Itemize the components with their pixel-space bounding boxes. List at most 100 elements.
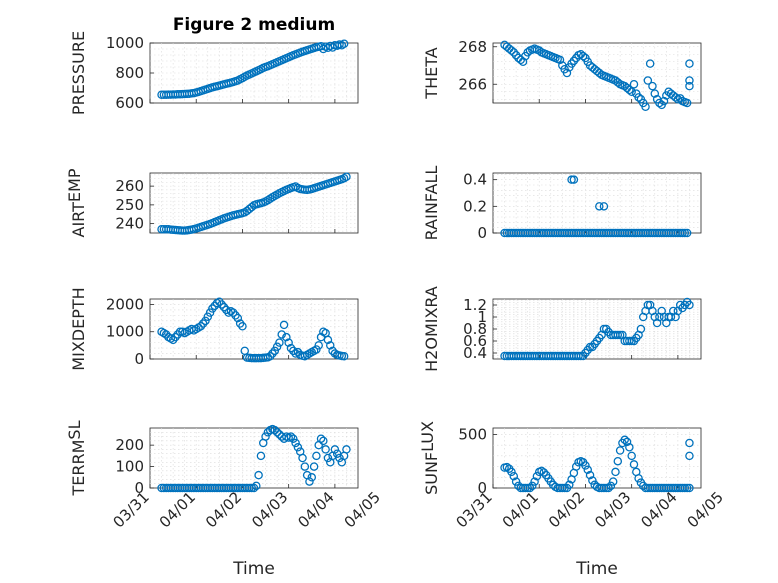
data-point — [601, 483, 611, 493]
data-point — [256, 451, 266, 461]
data-point — [615, 330, 625, 340]
data-point — [608, 477, 618, 486]
data-point — [595, 68, 604, 78]
data-point — [171, 332, 180, 342]
y-tick-label: 800 — [115, 64, 144, 82]
y-tick-label: 250 — [115, 196, 144, 214]
data-point — [319, 436, 328, 446]
y-tick-label: 0 — [477, 224, 487, 242]
data-point — [678, 228, 687, 238]
data-point — [291, 182, 300, 191]
data-point — [231, 311, 240, 320]
data-point — [219, 302, 229, 312]
data-point — [272, 428, 282, 437]
data-point — [625, 336, 634, 346]
y-tick-label: 266 — [458, 75, 487, 93]
y-tick-label: 100 — [115, 458, 144, 476]
data-point — [585, 470, 595, 480]
data-point — [611, 467, 620, 477]
data-point — [323, 335, 333, 345]
data-point — [625, 85, 634, 95]
data-point — [342, 445, 351, 454]
y-tick-label: 1000 — [106, 34, 144, 52]
y-tick-label: 0.6 — [463, 332, 487, 350]
data-point — [201, 316, 210, 326]
data-point — [205, 308, 215, 317]
data-point — [565, 480, 574, 490]
data-point — [235, 319, 245, 328]
x-tick-label: 04/04 — [637, 488, 680, 531]
data-point — [613, 456, 623, 466]
x-tick-label: 04/02 — [202, 488, 245, 531]
data-point — [581, 461, 590, 470]
x-tick-label: 04/02 — [545, 488, 588, 531]
data-point — [282, 332, 291, 342]
y-tick-label: 1.2 — [463, 296, 487, 314]
data-point — [289, 346, 298, 356]
data-point — [685, 451, 694, 461]
subplot-7: 0 100 200 TERRMSL 03/31 04/01 04/02 04/03 04/04 0… — [65, 420, 384, 531]
data-point — [620, 435, 629, 445]
data-point — [634, 93, 643, 102]
data-point — [523, 48, 532, 57]
data-point — [627, 451, 636, 461]
y-tick-label: 0.8 — [463, 320, 487, 338]
x-tick-label: 03/31 — [453, 488, 496, 531]
data-point — [588, 476, 597, 485]
data-point — [507, 46, 516, 55]
data-point — [307, 473, 317, 482]
y-tick-label: 600 — [115, 94, 144, 112]
data-point — [314, 341, 323, 350]
data-point — [539, 468, 549, 477]
y-tick-label: 268 — [458, 38, 487, 56]
x-tick-label: 04/05 — [341, 488, 384, 531]
data-point — [323, 453, 333, 463]
y-tick-label: 1000 — [106, 323, 144, 341]
data-point — [270, 425, 280, 435]
y-tick-label: 0 — [134, 350, 144, 368]
data-point — [528, 481, 537, 491]
y-tick-label: 1 — [477, 308, 487, 326]
data-point — [300, 462, 310, 471]
data-point — [636, 324, 646, 334]
data-point — [555, 55, 565, 65]
data-point — [279, 320, 289, 330]
data-point — [627, 87, 636, 97]
data-point — [277, 330, 286, 339]
data-point — [643, 300, 653, 310]
data-point — [625, 443, 634, 452]
data-point — [203, 312, 213, 321]
data-point — [319, 44, 328, 54]
data-point — [228, 308, 238, 317]
data-point — [238, 322, 247, 331]
x-tick-label: 04/03 — [591, 488, 634, 531]
x-tick-label: 03/31 — [110, 488, 153, 531]
data-point — [530, 477, 539, 486]
data-point — [685, 59, 694, 68]
y-axis-label: THETA — [422, 47, 441, 99]
data-point — [629, 80, 639, 89]
data-point — [518, 57, 528, 67]
y-tick-label: 0 — [134, 479, 144, 497]
data-point — [511, 477, 521, 486]
y-axis-label: TERRMSL — [65, 420, 88, 496]
data-point — [650, 89, 660, 98]
data-point — [562, 68, 572, 78]
data-point — [298, 453, 307, 463]
data-point — [558, 483, 567, 493]
data-point — [316, 434, 326, 443]
x-tick-label: 04/01 — [156, 488, 199, 531]
data-point — [574, 351, 583, 361]
x-axis-label-right: Time — [575, 559, 618, 579]
data-point — [337, 41, 347, 50]
subplot-4: 0 0.2 0.4 RAINFALL — [422, 166, 702, 242]
data-point — [685, 483, 694, 493]
data-point — [615, 446, 625, 455]
data-point — [606, 481, 616, 491]
data-point — [328, 43, 337, 52]
data-point — [265, 352, 275, 361]
data-point — [682, 228, 692, 238]
data-point — [335, 453, 344, 463]
data-point — [682, 98, 692, 108]
data-point — [583, 465, 593, 475]
